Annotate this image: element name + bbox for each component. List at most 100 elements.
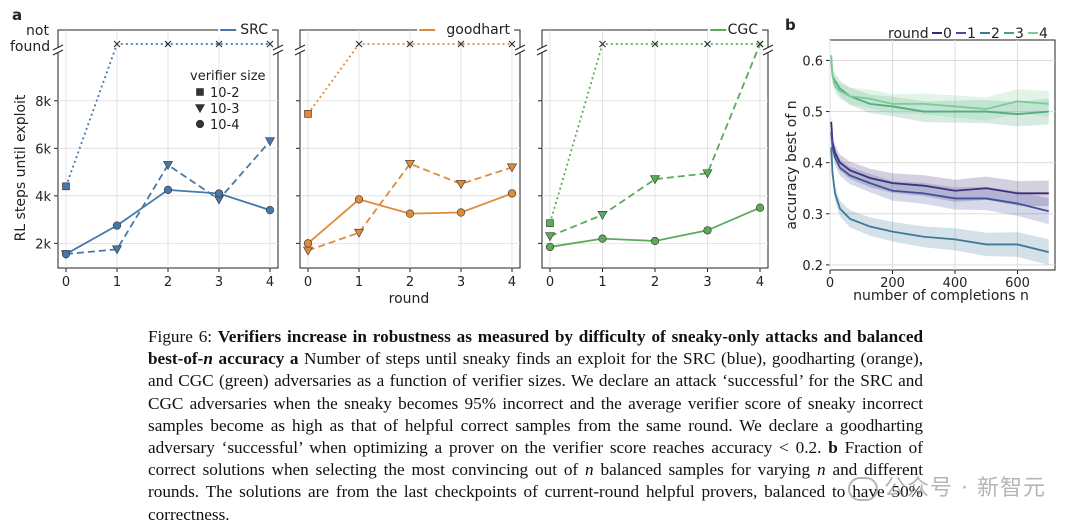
axis-break-mark [536,44,548,51]
confidence-band-round-1 [831,125,1049,225]
y-tick-label: 0.3 [802,208,823,223]
x-tick-label: 0 [62,275,70,290]
caption-text-a: Number of steps until sneaky finds an ex… [148,349,924,458]
data-point-circle [265,205,275,215]
caption-text-b3: and different rounds. The solutions are … [148,460,923,524]
caption-bold-a: a [289,349,299,369]
data-point-square [62,182,70,191]
legend-marker-circle [195,119,205,129]
series-line-round-0 [830,121,1049,195]
watermark-text: 公众号 · 新智元 [884,476,1046,501]
x-tick-label: 3 [215,275,223,290]
not-found-marker [164,40,172,48]
y-tick-label: 4k [35,190,51,205]
legend-entry: 10-2 [210,86,240,101]
confidence-band-round-2 [831,141,1049,265]
not-found-marker [457,40,465,48]
legend-marker-square [196,88,204,96]
caption-n-italic: n [585,460,594,480]
x-tick-label: 1 [598,275,606,290]
axis-break-gap [54,47,62,53]
not-found-marker [113,40,121,48]
not-found-marker [406,40,414,48]
data-point-circle [354,195,364,204]
x-axis-label-a: round [389,291,430,307]
caption-fig-label: Figure 6: [148,327,213,346]
data-point-circle [214,189,224,198]
data-point-circle [755,203,765,212]
axis-break-mark [294,44,306,51]
x-tick-label: 4 [266,275,274,290]
caption-n-italic-2: n [816,460,826,480]
data-point-circle [598,234,607,243]
not-found-marker [355,40,363,48]
x-tick-label: 1 [355,275,363,290]
data-point-circle [405,209,415,218]
not-found-marker [215,40,223,48]
data-point-triangle-down [702,169,713,179]
y-axis-label-a: RL steps until exploit [13,94,29,241]
x-tick-label: 2 [651,275,659,290]
y-axis-label-b: accuracy best of n [784,100,800,229]
axis-break-gap [764,47,772,53]
y-tick-label: 2k [35,237,51,252]
data-point-circle [703,226,712,235]
legend-label-cgc: CGC [728,22,759,38]
not-found-marker [266,40,274,48]
x-tick-label: 0 [304,275,312,290]
caption-bold-n: n [203,349,213,369]
axis-break-mark [52,44,64,51]
data-point-triangle-down [111,245,123,255]
data-point-triangle-down [597,211,608,220]
series-line-10-3 [307,162,513,252]
confidence-band-round-3 [831,54,1049,127]
data-point-triangle-down [162,161,174,171]
data-point-circle [303,239,313,248]
y-tick-label: 0.2 [802,259,823,274]
x-tick-label: 4 [508,275,516,290]
x-tick-label: 0 [546,275,554,290]
axis-break-mark [514,49,526,56]
x-tick-label: 2 [406,275,414,290]
axis-break-mark [536,49,548,56]
data-point-triangle-down [649,175,661,185]
series-line-round-2 [830,147,1049,253]
watermark: 公众号 · 新智元 [848,470,1046,502]
y-tick-label: 6k [35,142,51,157]
y-tick-label: 0.5 [802,106,823,121]
x-tick-label: 4 [756,275,764,290]
round-legend: round 0 1 2 3 4 [888,26,1048,42]
verifier-size-legend: verifier size 10-210-310-4 [190,69,266,133]
data-point-triangle-down [404,159,416,169]
axis-break-gap [274,47,282,53]
axis-break-mark [272,44,284,51]
not-found-label-line2: found [10,39,50,55]
caption-text-b1: Fraction of correct solutions when selec… [148,438,923,480]
axis-break-mark [272,49,284,56]
figure-6: a b not found RL steps until exploit rou… [10,6,1056,307]
data-point-triangle-down [302,246,314,256]
x-tick-label: 400 [943,276,968,291]
series-line-round-3 [830,60,1049,116]
data-point-triangle-down [455,180,467,190]
x-tick-label: 3 [457,275,465,290]
legend-entry-round-2: 2 [991,26,1000,42]
legend-title: verifier size [190,69,266,84]
data-point-square [304,110,312,118]
not-found-marker [599,40,606,48]
axis-break-gap [296,47,304,53]
x-tick-label: 600 [1005,276,1030,291]
series-line-10-2 [65,43,270,187]
y-tick-label: 8k [35,95,51,110]
not-found-marker [704,40,711,48]
y-tick-label: 0.6 [802,54,823,69]
axis-break-gap [516,47,524,53]
data-point-circle [456,208,466,217]
axis-break-mark [514,44,526,51]
data-point-circle [163,185,173,194]
data-point-triangle-down [544,232,556,242]
legend-entry: 10-3 [210,102,240,117]
data-point-circle [650,236,660,246]
caption-bold-title: Verifiers increase in robustness as meas… [148,327,924,369]
legend-title: round [888,26,929,42]
